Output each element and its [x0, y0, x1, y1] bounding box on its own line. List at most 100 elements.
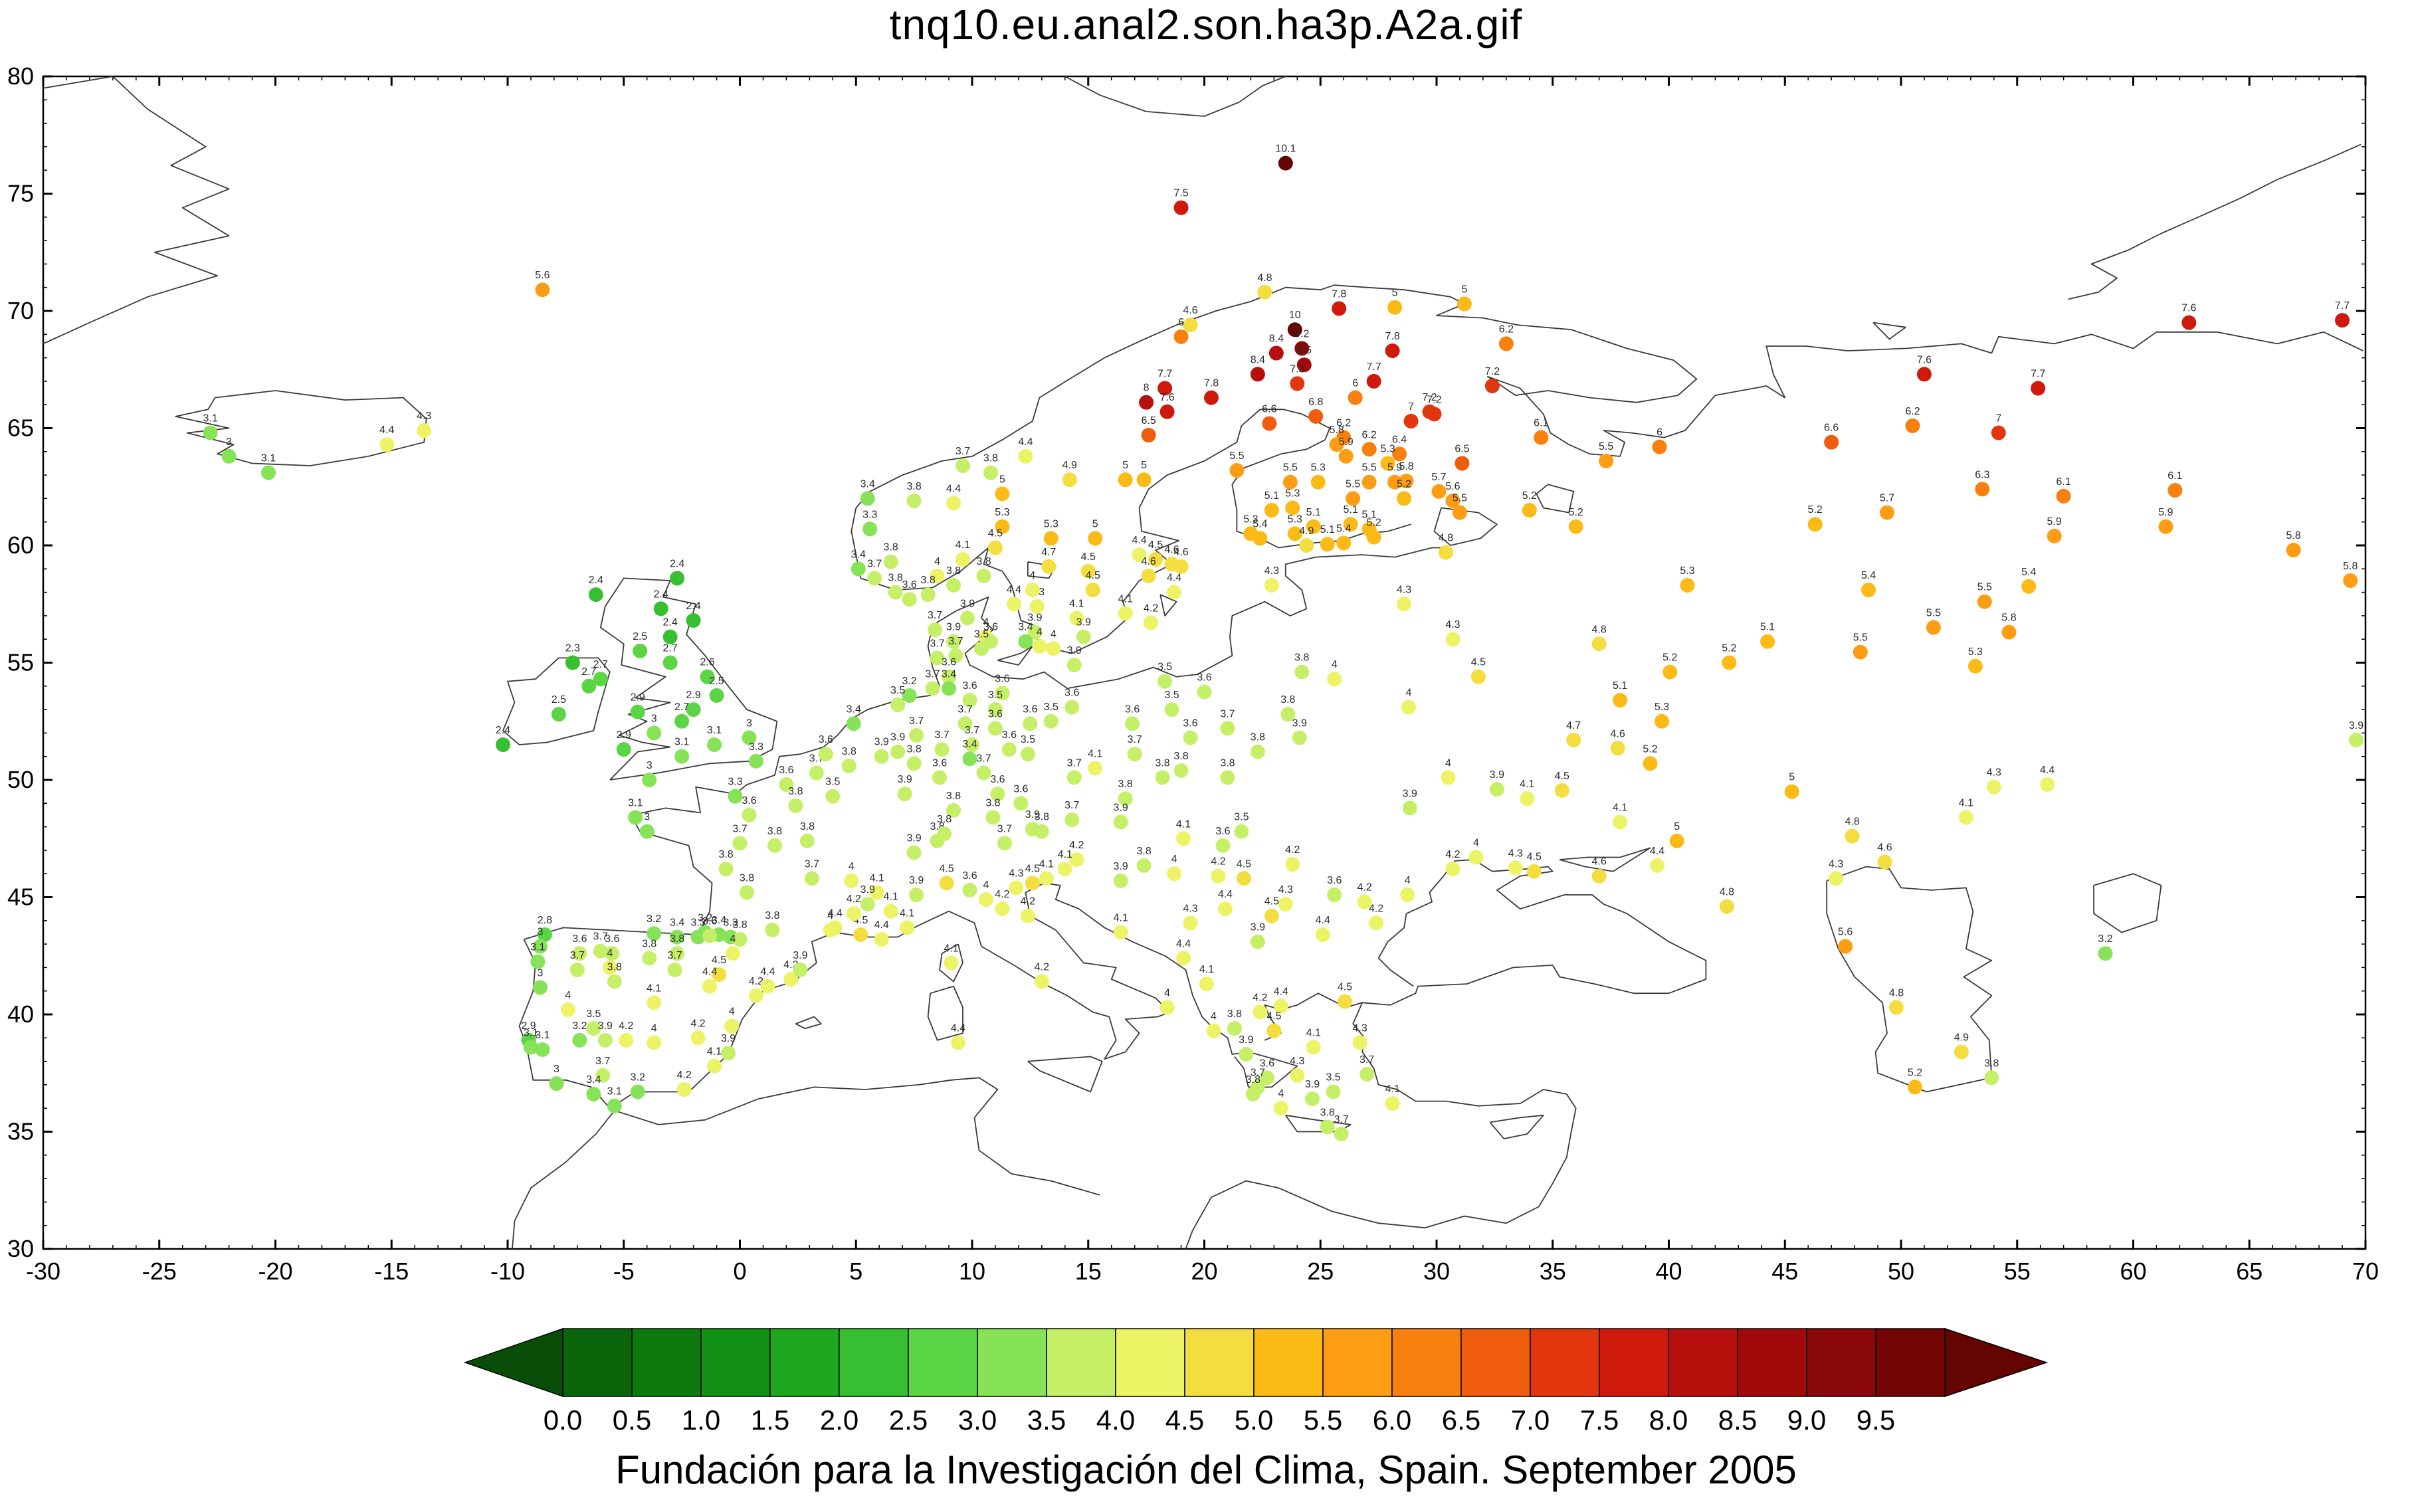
data-point [874, 749, 889, 764]
data-point [726, 946, 741, 961]
data-point [551, 707, 566, 722]
data-point [630, 1084, 645, 1099]
data-point [1282, 474, 1298, 490]
y-tick-label: 80 [7, 62, 34, 90]
data-point [581, 678, 597, 694]
colorbar-segment [631, 1328, 702, 1397]
data-point [1136, 858, 1152, 873]
data-point [221, 448, 237, 464]
data-point [890, 698, 906, 713]
x-tick-label: 60 [2120, 1258, 2146, 1285]
data-point-label: 3.7 [976, 753, 991, 764]
data-point [700, 669, 715, 684]
data-point [1310, 474, 1326, 490]
data-point [670, 946, 685, 961]
data-point-label: 3.1 [674, 737, 689, 748]
data-point-label: 3.3 [728, 777, 742, 788]
data-point [560, 1002, 575, 1017]
data-point-label: 4 [1473, 837, 1479, 848]
data-point [630, 704, 645, 719]
data-point-label: 7.7 [1367, 361, 1381, 373]
data-point-label: 5.5 [1283, 462, 1298, 474]
data-point [1387, 300, 1403, 315]
data-point-label: 5.8 [2343, 561, 2358, 572]
data-point-label: 4 [1405, 875, 1411, 886]
data-point-label: 7.6 [1917, 354, 1932, 365]
data-point-label: 3.9 [1490, 769, 1504, 781]
data-point-label: 4.1 [1176, 818, 1191, 830]
data-point [1173, 763, 1189, 778]
coastline [851, 284, 2363, 579]
data-point [1250, 744, 1265, 759]
data-point-label: 8 [1144, 383, 1150, 394]
data-point [1568, 519, 1583, 534]
data-point [535, 1042, 550, 1057]
x-tick-label: -5 [613, 1258, 635, 1285]
data-point [1829, 871, 1844, 886]
data-point-label: 3.7 [997, 823, 1012, 834]
data-point-label: 3.6 [1327, 875, 1342, 886]
data-point-label: 4.4 [1167, 573, 1181, 584]
data-point [960, 611, 975, 626]
data-point [496, 737, 511, 753]
data-point [607, 1098, 622, 1113]
data-point [1013, 796, 1029, 811]
data-point [890, 744, 906, 759]
data-point [1315, 927, 1330, 942]
data-point [1719, 899, 1734, 914]
data-point-label: 3.7 [805, 858, 819, 870]
data-point-label: 6.5 [1455, 443, 1469, 454]
data-point-label: 3.9 [1114, 861, 1128, 872]
data-point-label: 2.4 [663, 617, 678, 628]
data-point [1352, 1035, 1367, 1050]
data-point [1306, 519, 1321, 534]
data-point-label: 2.4 [496, 725, 510, 736]
data-point [1292, 730, 1307, 745]
data-point [690, 929, 706, 945]
data-point-label: 5.2 [1397, 478, 1411, 490]
data-point-label: 5 [1674, 821, 1680, 832]
data-point [783, 972, 799, 987]
colorbar: 0.0 0.5 1.0 1.5 2.0 2.5 3.0 3.5 4.0 4.5 5.0 5.5 6.0 6… [463, 1327, 2049, 1436]
colorbar-tick-label: 0.0 [544, 1404, 582, 1436]
data-point-label: 3.1 [524, 1027, 538, 1038]
data-point [930, 568, 945, 583]
data-point-label: 3.9 [1292, 717, 1307, 729]
data-point-label: 3.6 [983, 622, 998, 633]
coastline-layer [43, 76, 2363, 1249]
data-point [1889, 1000, 1904, 1015]
data-point-label: 4.4 [1176, 938, 1191, 949]
data-point-label: 3.7 [928, 610, 942, 621]
data-point [1006, 597, 1021, 612]
data-point-label: 2.3 [565, 643, 580, 654]
data-point-label: 5.3 [1044, 518, 1058, 529]
data-point-label: 3.5 [1326, 1072, 1340, 1083]
data-point [1958, 810, 1973, 825]
data-point-label: 4.8 [1257, 272, 1272, 284]
data-point [846, 716, 861, 731]
data-point [1534, 430, 1549, 445]
data-point [1489, 782, 1504, 797]
data-point-label: 5.3 [1680, 565, 1694, 577]
data-point [676, 1082, 692, 1097]
data-point-label: 2.7 [581, 666, 596, 678]
data-point [707, 737, 722, 753]
data-point-label: 3.9 [1403, 788, 1417, 799]
data-point [1445, 862, 1460, 877]
data-point-label: 6 [1178, 317, 1184, 328]
data-point [724, 1018, 740, 1034]
data-point-label: 4.6 [1141, 556, 1156, 567]
data-point-label: 3.5 [825, 777, 840, 788]
data-point-label: 4.4 [874, 919, 889, 931]
data-point [1397, 491, 1412, 506]
data-point [1211, 868, 1226, 884]
data-point [2349, 732, 2364, 747]
data-point-label: 4.1 [707, 1046, 722, 1058]
data-point-label: 5.5 [1977, 582, 1992, 593]
x-tick-label: 40 [1655, 1258, 1682, 1285]
data-point [1034, 824, 1049, 839]
data-point-label: 4.4 [1316, 915, 1330, 926]
data-point [1167, 866, 1182, 882]
data-point [1064, 812, 1080, 828]
